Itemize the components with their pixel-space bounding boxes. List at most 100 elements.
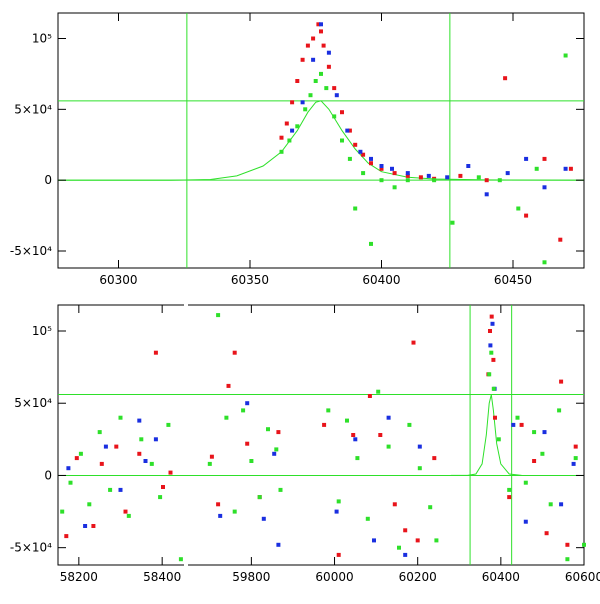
data-point-red [573,444,578,449]
y-tick-label: -5×10⁴ [10,244,52,258]
data-point-green [497,178,502,183]
data-point-red [216,502,221,507]
data-point-green [392,185,397,190]
data-point-blue [542,185,547,190]
data-point-red [369,161,373,166]
data-point-red [226,383,231,388]
data-point-red [489,314,494,319]
data-point-green [340,138,344,143]
data-point-blue [369,156,373,161]
data-point-green [379,178,384,183]
data-point-blue [372,538,376,543]
data-point-blue [523,519,528,524]
y-tick-label: 0 [44,173,52,187]
data-point-red [161,485,165,489]
y-tick-label: -5×10⁴ [10,541,52,555]
data-point-blue [103,444,108,449]
data-point-red [91,524,96,528]
data-point-green [450,220,455,225]
data-point-red [300,57,305,62]
data-point-blue [379,164,384,168]
data-point-red [392,171,397,176]
data-point-red [123,509,128,514]
data-point-green [158,495,163,500]
data-point-red [153,350,158,355]
data-point-green [507,487,512,492]
data-point-green [573,456,578,461]
data-point-green [257,495,262,500]
x-tick-label: 60200 [399,570,437,584]
data-point-green [548,502,553,507]
data-point-red [347,128,352,133]
plot-frame [57,12,585,269]
data-point-blue [272,451,277,456]
data-point-red [321,43,326,48]
data-point-blue [358,149,363,154]
data-point-red [284,121,289,126]
data-point-red [542,156,547,161]
top-panel-zoom: -5×10⁴ 0 5×10⁴ 10⁵ 60300 60350 60400 60450 [10,12,585,287]
data-point-green [308,93,313,98]
x-tick-label: 58400 [143,570,181,584]
data-point-blue [137,418,142,423]
data-point-green [178,557,183,562]
data-point-green [476,175,481,180]
plot-frame [57,304,585,566]
data-point-green [516,206,521,211]
data-point-green [60,509,65,514]
x-tick-label: 60450 [494,273,532,287]
data-point-green [407,422,412,427]
data-point-red [279,135,284,140]
data-point-green [347,156,352,161]
data-point-green [266,427,270,432]
data-point-blue [484,192,489,197]
data-point-green [369,241,373,246]
bottom-panel-full-baseline: -5×10⁴ 0 5×10⁴ 10⁵ 58200 58400 59800 60000 60200… [10,301,600,584]
data-point-blue [390,166,394,171]
data-point-green [319,71,323,76]
data-point-green [397,545,401,550]
data-point-green [313,79,318,83]
data-point-red [532,459,537,463]
data-point-red [290,100,295,105]
data-point-blue [571,461,576,466]
data-point-blue [290,128,295,133]
data-point-blue [542,430,547,435]
data-point-red [232,350,237,355]
data-point-blue [311,57,316,62]
data-point-red [332,86,337,91]
data-point-red [245,441,250,446]
data-point-blue [276,542,281,547]
data-point-green [417,466,422,471]
x-tick-label: 60600 [565,570,600,584]
x-tick-label: 60400 [362,273,400,287]
data-point-blue [66,466,71,471]
data-point-red [524,213,529,218]
data-point-blue [511,422,516,427]
data-point-red [64,534,69,539]
data-point-blue [563,166,568,171]
data-point-green [489,350,494,355]
data-point-red [99,461,104,466]
data-point-green [386,444,391,449]
data-point-red [558,237,563,242]
data-point-blue [261,516,266,521]
data-point-red [319,29,323,34]
data-point-red [415,538,420,543]
data-point-red [209,454,214,459]
data-point-green [487,372,492,377]
data-point-green [326,408,331,413]
data-point-red [491,357,496,362]
data-point-red [559,379,564,384]
data-point-green [428,505,433,510]
data-point-blue [524,156,529,161]
data-point-red [378,433,383,437]
data-point-red [295,79,300,83]
data-point-red [340,110,344,115]
data-point-blue [417,444,422,449]
y-tick-label: 5×10⁴ [14,396,52,410]
data-point-red [544,531,549,536]
data-point-green [241,408,246,413]
